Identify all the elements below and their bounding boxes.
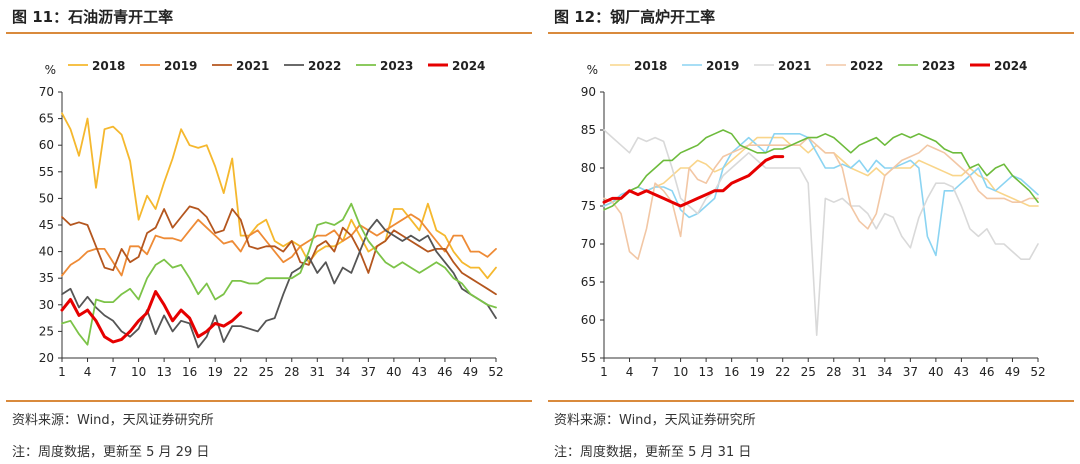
x-tick-label: 16 [724, 365, 739, 379]
series-line-2021 [603, 129, 1039, 337]
x-tick-label: 22 [233, 365, 248, 379]
x-tick-label: 28 [826, 365, 841, 379]
source-rule [6, 400, 532, 402]
x-tick-label: 16 [182, 365, 197, 379]
x-tick-label: 31 [852, 365, 867, 379]
y-tick-label: 40 [39, 245, 54, 259]
y-tick-label: 55 [581, 351, 596, 365]
y-tick-label: 20 [39, 351, 54, 365]
x-tick-label: 52 [488, 365, 503, 379]
x-tick-label: 19 [208, 365, 223, 379]
y-tick-label: 60 [39, 138, 54, 152]
x-tick-label: 46 [437, 365, 452, 379]
x-tick-label: 34 [877, 365, 892, 379]
x-tick-label: 40 [928, 365, 943, 379]
source-rule [548, 400, 1074, 402]
x-tick-label: 1 [58, 365, 66, 379]
series-line-2019 [61, 213, 497, 277]
x-tick-label: 4 [84, 365, 92, 379]
series-line-2018 [61, 112, 497, 280]
footnote: 注：周度数据，更新至 5 月 31 日 [554, 445, 752, 460]
x-tick-label: 13 [698, 365, 713, 379]
x-tick-label: 25 [801, 365, 816, 379]
title-rule [6, 32, 532, 34]
legend-label-2021: 2021 [236, 59, 269, 73]
x-tick-label: 40 [386, 365, 401, 379]
x-tick-label: 49 [1005, 365, 1020, 379]
series-line-2021 [61, 205, 497, 296]
legend-label-2023: 2023 [922, 59, 955, 73]
legend-label-2019: 2019 [706, 59, 739, 73]
x-tick-label: 19 [750, 365, 765, 379]
x-tick-label: 7 [651, 365, 659, 379]
y-tick-label: 90 [581, 85, 596, 99]
x-tick-label: 49 [463, 365, 478, 379]
chart-blast-furnace-operating-rate: 55 60 65 70 75 80 85 90% 1 4 7 10 13 16 19 22 25 28 31 34 37… [581, 59, 1046, 379]
x-tick-label: 4 [626, 365, 634, 379]
legend-label-2024: 2024 [452, 59, 485, 73]
legend-label-2023: 2023 [380, 59, 413, 73]
series-line-2024 [60, 290, 243, 344]
y-tick-label: 35 [39, 271, 54, 285]
series-line-2023 [61, 202, 497, 346]
legend-label-2019: 2019 [164, 59, 197, 73]
chart-panel-asphalt: 图 11：石油沥青开工率 20 25 30 35 40 45 50 55 60 65 70% 1 4 7 1… [6, 0, 532, 464]
y-tick-label: 75 [581, 199, 596, 213]
y-tick-label: 55 [39, 165, 54, 179]
chart-title: 图 11：石油沥青开工率 [12, 8, 174, 26]
x-tick-label: 22 [775, 365, 790, 379]
series-line-2022 [61, 218, 497, 349]
y-tick-label: 30 [39, 298, 54, 312]
series-line-2019 [603, 133, 1039, 257]
y-tick-label: 50 [39, 191, 54, 205]
source-note: 资料来源：Wind，天风证券研究所 [12, 413, 214, 428]
x-tick-label: 37 [361, 365, 376, 379]
series-line-2022 [603, 136, 1039, 260]
y-tick-label: 45 [39, 218, 54, 232]
legend-label-2018: 2018 [92, 59, 125, 73]
x-tick-label: 52 [1030, 365, 1045, 379]
y-tick-label: 70 [39, 85, 54, 99]
x-tick-label: 43 [412, 365, 427, 379]
legend-label-2022: 2022 [850, 59, 883, 73]
chart-panel-blast-furnace: 图 12：钢厂高炉开工率 55 60 65 70 75 80 85 90% 1 4 7 10 13 16 1… [548, 0, 1074, 464]
x-tick-label: 37 [903, 365, 918, 379]
legend-label-2024: 2024 [994, 59, 1027, 73]
series-line-2023 [603, 129, 1039, 211]
y-tick-label: 65 [581, 275, 596, 289]
footnote: 注：周度数据，更新至 5 月 29 日 [12, 445, 210, 460]
title-rule [548, 32, 1074, 34]
chart-title: 图 12：钢厂高炉开工率 [554, 8, 716, 26]
x-tick-label: 13 [156, 365, 171, 379]
x-tick-label: 28 [284, 365, 299, 379]
x-tick-label: 43 [954, 365, 969, 379]
x-tick-label: 1 [600, 365, 608, 379]
chart-asphalt-operating-rate: 20 25 30 35 40 45 50 55 60 65 70% 1 4 7 10 13 16 19 22 25 28… [39, 59, 504, 379]
source-note: 资料来源：Wind，天风证券研究所 [554, 413, 756, 428]
legend-label-2021: 2021 [778, 59, 811, 73]
series-line-2018 [603, 136, 1039, 207]
legend-label-2022: 2022 [308, 59, 341, 73]
series-line-2024 [602, 155, 785, 208]
x-tick-label: 31 [310, 365, 325, 379]
y-tick-label: 25 [39, 324, 54, 338]
x-tick-label: 46 [979, 365, 994, 379]
x-tick-label: 10 [673, 365, 688, 379]
y-tick-label: 60 [581, 313, 596, 327]
y-tick-label: 85 [581, 123, 596, 137]
y-tick-label: 70 [581, 237, 596, 251]
y-tick-label: 80 [581, 161, 596, 175]
legend-label-2018: 2018 [634, 59, 667, 73]
x-tick-label: 10 [131, 365, 146, 379]
x-tick-label: 25 [259, 365, 274, 379]
y-axis-unit: % [45, 63, 56, 77]
y-axis-unit: % [587, 63, 598, 77]
x-tick-label: 34 [335, 365, 350, 379]
x-tick-label: 7 [109, 365, 117, 379]
y-tick-label: 65 [39, 112, 54, 126]
